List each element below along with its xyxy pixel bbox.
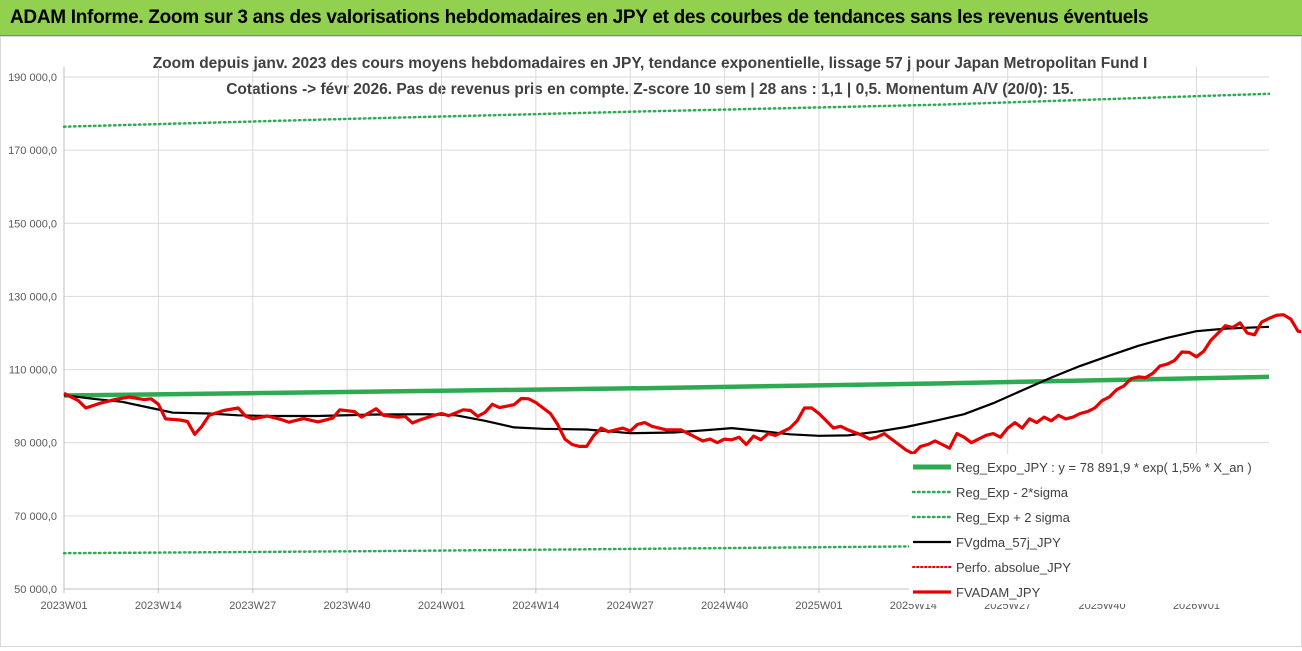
y-tick-label: 130 000,0 — [8, 291, 57, 303]
x-tick-label: 2023W01 — [40, 600, 87, 612]
chart-area: Zoom depuis janv. 2023 des cours moyens … — [0, 36, 1302, 647]
legend-label: FVADAM_JPY — [956, 585, 1041, 600]
y-tick-label: 170 000,0 — [8, 145, 57, 157]
page-title: ADAM Informe. Zoom sur 3 ans des valoris… — [10, 7, 1149, 28]
legend-background — [909, 454, 1279, 604]
chart-title-line1: Zoom depuis janv. 2023 des cours moyens … — [153, 55, 1148, 72]
x-tick-label: 2025W01 — [795, 600, 842, 612]
x-tick-label: 2024W01 — [418, 600, 465, 612]
legend-label: Reg_Expo_JPY : y = 78 891,9 * exp( 1,5% … — [956, 460, 1252, 475]
legend-label: Perfo. absolue_JPY — [956, 560, 1071, 575]
y-tick-label: 50 000,0 — [14, 584, 57, 596]
y-tick-label: 70 000,0 — [14, 511, 57, 523]
y-tick-label: 190 000,0 — [8, 72, 57, 84]
x-tick-label: 2024W14 — [512, 600, 559, 612]
legend: Reg_Expo_JPY : y = 78 891,9 * exp( 1,5% … — [909, 454, 1279, 604]
fvadam-line — [63, 313, 1302, 456]
reg-plus-2sigma-line — [62, 92, 1271, 128]
x-tick-label: 2023W14 — [135, 600, 182, 612]
chart-title-line2: Cotations -> févr 2026. Pas de revenus p… — [226, 81, 1074, 98]
legend-label: Reg_Exp + 2 sigma — [956, 510, 1071, 525]
chart-svg: Zoom depuis janv. 2023 des cours moyens … — [8, 55, 1302, 612]
y-tick-label: 90 000,0 — [14, 438, 57, 450]
legend-label: FVgdma_57j_JPY — [956, 535, 1061, 550]
x-tick-label: 2023W40 — [324, 600, 371, 612]
y-tick-label: 110 000,0 — [9, 365, 57, 377]
y-tick-label: 150 000,0 — [8, 218, 57, 230]
x-tick-label: 2024W40 — [701, 600, 748, 612]
gridlines — [63, 67, 1269, 590]
title-bar: ADAM Informe. Zoom sur 3 ans des valoris… — [0, 0, 1302, 36]
x-tick-label: 2024W27 — [607, 600, 654, 612]
reg-expo-line — [63, 374, 1270, 398]
x-tick-label: 2023W27 — [229, 600, 276, 612]
legend-label: Reg_Exp - 2*sigma — [956, 485, 1069, 500]
